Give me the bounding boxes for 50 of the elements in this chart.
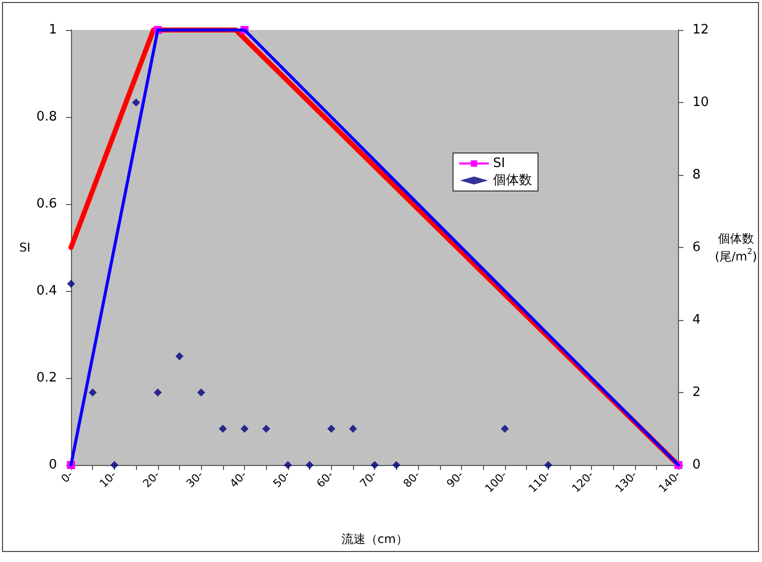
point <box>240 424 249 433</box>
point <box>175 352 184 360</box>
x-tick-label: 100- <box>482 468 510 496</box>
legend-label: SI <box>493 156 506 171</box>
y2-tick-label: 0 <box>692 458 701 472</box>
x-tick-label: 140- <box>656 468 683 496</box>
legend-label: 個体数 <box>493 173 532 188</box>
y-tick-label: 1 <box>48 22 57 38</box>
y2-tick-label: 10 <box>692 95 709 110</box>
y2-tick-label: 8 <box>692 168 701 182</box>
point <box>154 388 162 396</box>
x-tick-label: 60- <box>314 468 336 490</box>
x-tick-label: 30- <box>184 468 206 490</box>
point <box>110 461 118 469</box>
y-axis-title: SI <box>19 240 30 254</box>
x-tick-label: 40- <box>227 468 250 490</box>
point <box>348 424 357 433</box>
x-axis-title: 流速（cm） <box>342 532 408 546</box>
point <box>132 98 140 106</box>
x-tick-label: 80- <box>400 468 423 490</box>
x-tick-label: 20- <box>140 468 162 490</box>
x-tick-label: 90- <box>444 468 466 490</box>
point <box>284 461 292 469</box>
y2-tick-label: 12 <box>692 22 709 38</box>
x-tick-label: 70- <box>357 468 380 490</box>
y-tick-label: 0.2 <box>36 370 57 386</box>
y-tick-label: 0.4 <box>36 284 57 298</box>
y2-tick-label: 6 <box>692 240 701 255</box>
point <box>218 424 227 433</box>
point <box>544 461 552 469</box>
point <box>262 424 270 433</box>
x-tick-label: 110- <box>526 468 553 496</box>
x-tick-label: 50- <box>270 468 293 490</box>
y-tick-label: 0 <box>48 458 57 472</box>
x-tick-label: 0- <box>58 468 76 486</box>
point <box>370 461 379 469</box>
y2-tick-label: 2 <box>692 385 701 400</box>
x-tick-label: 10- <box>97 468 119 490</box>
point <box>88 388 97 396</box>
point <box>327 424 336 433</box>
y2-tick-label: 4 <box>692 312 701 328</box>
point <box>306 461 314 469</box>
point <box>500 424 509 433</box>
x-tick-label: 130- <box>612 468 640 496</box>
y-tick-label: 0.8 <box>36 110 57 124</box>
point <box>67 280 75 288</box>
y-tick-label: 0.6 <box>36 196 57 212</box>
x-tick-label: 120- <box>569 468 596 496</box>
point <box>392 461 400 469</box>
point <box>197 388 206 396</box>
